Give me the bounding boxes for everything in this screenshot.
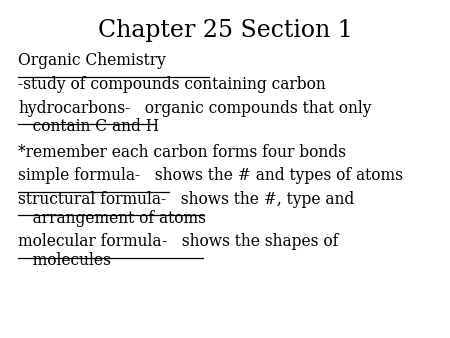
Text: molecular formula: molecular formula bbox=[18, 233, 162, 250]
Text: -   shows the # and types of atoms: - shows the # and types of atoms bbox=[135, 167, 403, 184]
Text: Organic Chemistry: Organic Chemistry bbox=[18, 52, 166, 69]
Text: structural formula: structural formula bbox=[18, 191, 161, 208]
Text: -study of compounds containing carbon: -study of compounds containing carbon bbox=[18, 76, 326, 93]
Text: simple formula: simple formula bbox=[18, 167, 135, 184]
Text: Chapter 25 Section 1: Chapter 25 Section 1 bbox=[98, 19, 352, 42]
Text: -   organic compounds that only: - organic compounds that only bbox=[125, 100, 372, 117]
Text: -   shows the #, type and: - shows the #, type and bbox=[161, 191, 354, 208]
Text: hydrocarbons: hydrocarbons bbox=[18, 100, 125, 117]
Text: arrangement of atoms: arrangement of atoms bbox=[18, 210, 206, 226]
Text: -   shows the shapes of: - shows the shapes of bbox=[162, 233, 338, 250]
Text: contain C and H: contain C and H bbox=[18, 118, 159, 135]
Text: *remember each carbon forms four bonds: *remember each carbon forms four bonds bbox=[18, 144, 346, 161]
Text: molecules: molecules bbox=[18, 252, 111, 269]
